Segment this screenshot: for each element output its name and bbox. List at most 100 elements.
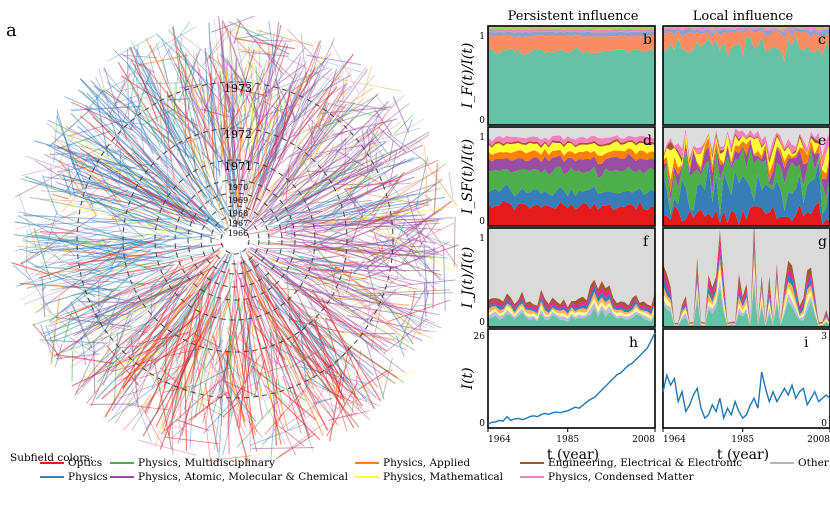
network-edge: [237, 86, 244, 97]
network-edge: [287, 254, 412, 314]
panel-label: c: [818, 32, 826, 48]
network-edge: [247, 210, 397, 235]
network-edge: [311, 87, 373, 129]
network-edge: [106, 111, 122, 146]
network-edge: [23, 220, 152, 239]
network-edge: [75, 244, 200, 278]
journal-layer: [663, 261, 830, 326]
stack-layer: [663, 148, 830, 217]
network-edge: [300, 326, 333, 349]
network-edge: [177, 402, 192, 444]
stack-layer: [488, 26, 655, 30]
network-edge: [208, 55, 245, 89]
network-edge: [53, 130, 169, 169]
network-edge: [138, 67, 212, 201]
network-edge: [266, 371, 281, 460]
network-edge: [226, 295, 246, 384]
network-edge: [126, 312, 134, 326]
network-edge: [65, 310, 81, 324]
network-edge: [309, 131, 354, 178]
network-edge: [258, 253, 356, 338]
panel-a-label: a: [6, 20, 17, 41]
network-edge: [123, 54, 158, 59]
network-edge: [72, 255, 121, 274]
panel-label: i: [804, 335, 809, 351]
stack-layer: [488, 138, 655, 148]
network-edge: [361, 371, 416, 390]
panel-frame: [487, 126, 656, 227]
journal-layer: [663, 243, 830, 325]
network-edge: [101, 237, 112, 257]
network-edge: [57, 130, 111, 150]
network-edge: [205, 75, 221, 176]
network-edge: [40, 260, 150, 264]
network-edge: [292, 233, 391, 247]
network-edge: [67, 165, 76, 197]
network-edge: [107, 322, 191, 409]
network-edge: [236, 38, 295, 50]
network-edge: [224, 85, 269, 97]
network-edge: [121, 160, 143, 190]
network-edge: [61, 146, 122, 202]
y-axis-label: I_J(t)/I(t): [460, 247, 476, 310]
network-edge: [53, 249, 221, 358]
tick-label: 0: [479, 116, 485, 126]
network-edge: [64, 137, 87, 188]
network-edge: [320, 213, 366, 243]
network-edge: [14, 171, 64, 198]
network-edge: [286, 221, 442, 230]
network-edge: [113, 49, 201, 140]
network-edge: [42, 174, 58, 215]
network-edge: [186, 196, 205, 213]
network-edge: [298, 94, 405, 204]
network-edge: [274, 278, 303, 355]
network-edge: [288, 107, 366, 139]
network-edge: [99, 288, 188, 363]
stack-layer: [488, 31, 655, 38]
network-edge: [11, 262, 49, 275]
network-edge: [94, 233, 162, 257]
panel-d: d: [487, 126, 656, 227]
network-edge: [393, 114, 414, 135]
network-edge: [298, 68, 333, 99]
network-edge: [50, 200, 168, 232]
network-edge: [176, 419, 210, 432]
network-edge: [269, 253, 414, 318]
network-edge: [129, 46, 159, 122]
network-edge: [260, 100, 390, 228]
tick-label: 2008: [632, 435, 655, 445]
network-edge: [163, 318, 201, 431]
network-edge: [83, 228, 203, 240]
stack-layer: [663, 202, 830, 226]
network-edge: [29, 196, 153, 222]
network-edge: [288, 250, 378, 301]
network-edge: [139, 394, 152, 410]
network-edge: [410, 332, 416, 342]
network-edge: [247, 61, 272, 94]
network-edge: [205, 455, 251, 462]
tick-label: 1985: [556, 435, 579, 445]
network-edge: [263, 67, 282, 193]
network-edge: [95, 284, 206, 400]
network-edge: [227, 78, 238, 225]
network-edge: [247, 297, 268, 349]
network-edge: [328, 238, 443, 276]
network-edge: [61, 280, 110, 289]
network-edge: [334, 264, 363, 287]
year-ring-label: 1968: [228, 209, 248, 218]
stack-layer: [488, 127, 655, 142]
network-edge: [58, 268, 156, 353]
network-edge: [160, 378, 223, 435]
network-edge: [198, 67, 204, 92]
network-edge: [361, 65, 372, 98]
network-edge: [89, 122, 135, 187]
stack-layer: [663, 129, 830, 167]
network-edge: [196, 52, 209, 164]
network-edge: [181, 63, 229, 225]
network-edge: [314, 229, 327, 254]
network-edge: [61, 193, 79, 213]
network-edge: [65, 256, 213, 317]
network-edge: [91, 79, 126, 99]
network-edge: [41, 286, 47, 292]
